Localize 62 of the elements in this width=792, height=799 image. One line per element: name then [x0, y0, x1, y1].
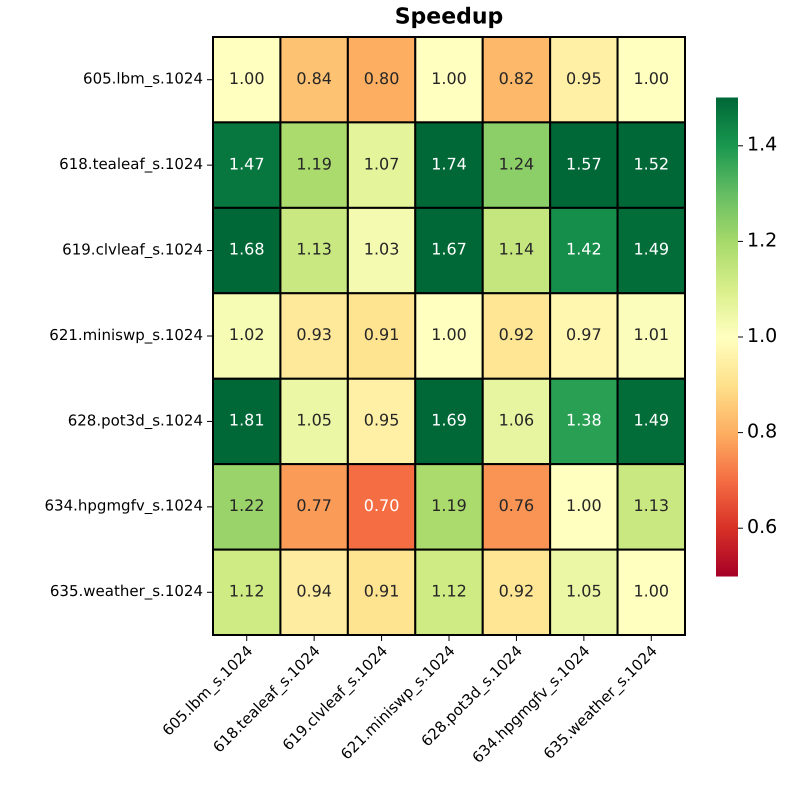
- data-label: 0.93: [296, 325, 332, 344]
- data-label: 0.97: [566, 325, 602, 344]
- data-label: 1.00: [633, 68, 670, 88]
- data-label: 0.91: [364, 325, 400, 344]
- data-label: 1.03: [364, 240, 400, 259]
- data-label: 1.05: [566, 581, 602, 600]
- data-label: 1.67: [431, 240, 467, 259]
- data-label: 1.07: [364, 154, 400, 174]
- data-label: 0.92: [498, 325, 534, 344]
- data-label: 0.92: [498, 581, 534, 600]
- color-bar-label: 1.2: [747, 229, 778, 252]
- data-label: 1.74: [431, 154, 467, 174]
- data-label: 0.80: [364, 68, 400, 88]
- data-label: 1.05: [296, 410, 332, 430]
- y-tick-label: 635.weather_s.1024: [50, 582, 203, 600]
- data-label: 1.42: [566, 240, 602, 259]
- data-label: 1.14: [498, 240, 534, 259]
- y-tick-label: 618.tealeaf_s.1024: [59, 155, 203, 174]
- data-label: 1.49: [633, 240, 670, 259]
- data-label: 1.12: [431, 581, 467, 600]
- data-label: 1.13: [296, 240, 332, 259]
- color-bar-label: 1.0: [747, 324, 778, 347]
- data-label: 0.76: [498, 496, 534, 516]
- data-label: 0.94: [296, 581, 332, 600]
- color-bar-label: 0.6: [747, 516, 778, 538]
- data-label: 1.69: [431, 410, 467, 430]
- data-label: 0.95: [364, 410, 400, 430]
- data-label: 1.00: [228, 68, 265, 88]
- data-label: 1.12: [228, 581, 265, 600]
- color-bar-label: 1.4: [747, 134, 778, 156]
- y-tick-label: 628.pot3d_s.1024: [68, 411, 203, 430]
- data-label: 1.68: [228, 240, 265, 259]
- data-label: 1.19: [296, 154, 332, 174]
- data-label: 1.01: [633, 325, 670, 344]
- chart-title: Speedup: [394, 4, 504, 30]
- data-label: 1.00: [431, 68, 467, 88]
- data-label: 1.06: [498, 410, 534, 430]
- data-label: 1.81: [228, 410, 265, 430]
- data-label: 0.91: [364, 581, 400, 600]
- y-tick-label: 621.miniswp_s.1024: [49, 326, 203, 344]
- data-label: 1.57: [566, 154, 602, 174]
- data-label: 1.52: [633, 154, 670, 174]
- data-label: 1.49: [633, 410, 670, 430]
- data-label: 0.77: [296, 496, 332, 516]
- data-label: 1.38: [566, 410, 602, 430]
- color-bar-label: 0.8: [747, 420, 778, 443]
- data-label: 1.00: [633, 581, 670, 600]
- data-label: 1.00: [431, 325, 467, 344]
- data-label: 1.24: [498, 154, 534, 174]
- y-tick-label: 634.hpgmgfv_s.1024: [44, 496, 203, 515]
- data-label: 0.84: [296, 68, 332, 88]
- data-label: 1.47: [228, 154, 265, 174]
- y-tick-label: 605.lbm_s.1024: [83, 70, 203, 88]
- data-label: 1.02: [228, 325, 265, 344]
- data-label: 1.13: [633, 496, 670, 516]
- data-label: 1.00: [566, 496, 602, 516]
- data-label: 0.70: [364, 496, 400, 516]
- data-label: 1.22: [228, 496, 265, 516]
- data-label: 1.19: [431, 496, 467, 516]
- y-tick-label: 619.clvleaf_s.1024: [62, 240, 203, 258]
- data-label: 0.95: [566, 68, 602, 88]
- data-label: 0.82: [498, 68, 534, 88]
